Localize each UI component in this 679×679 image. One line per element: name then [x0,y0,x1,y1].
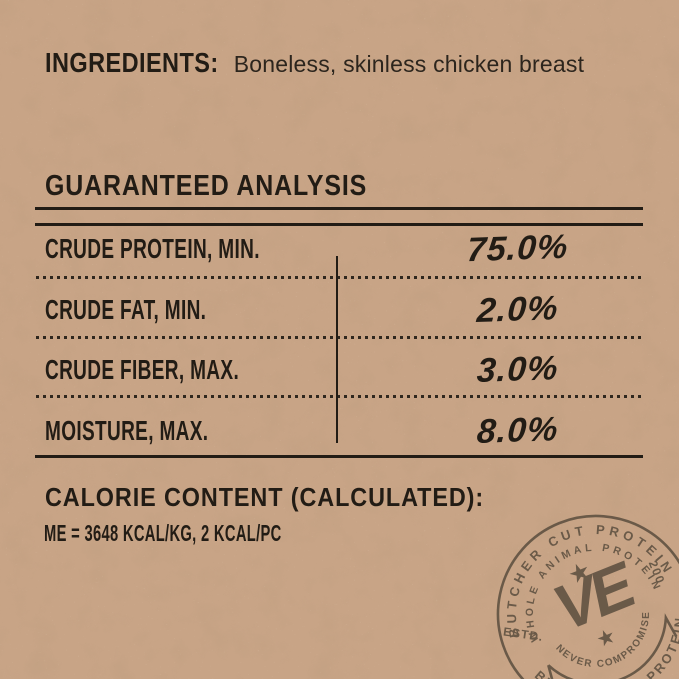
row-label: CRUDE FIBER, MAX. [45,354,240,385]
row-value-cell: 75.0% [337,227,643,270]
row-value-cell: 8.0% [337,410,643,451]
ingredients-heading: INGREDIENTS: [45,47,219,78]
row-value: 75.0% [466,227,571,270]
calorie-content-detail: ME = 3648 KCAL/KG, 2 KCAL/PC [44,520,282,546]
table-column-divider [336,256,338,443]
table-bottom-rule [35,455,643,458]
row-value: 3.0% [475,349,561,390]
row-separator-dotted [36,276,642,279]
row-label: MOISTURE, MAX. [45,415,209,446]
row-value: 8.0% [475,410,561,451]
row-separator-dotted [36,336,642,339]
table-top-rule [35,207,643,226]
ingredients-line: INGREDIENTS: Boneless, skinless chicken … [45,49,584,78]
row-separator-dotted [36,395,642,398]
calorie-content-title: CALORIE CONTENT (CALCULATED): [45,482,485,512]
ingredients-value: Boneless, skinless chicken breast [233,51,585,77]
row-value-cell: 3.0% [337,349,643,390]
row-label: CRUDE FAT, MIN. [45,294,207,325]
row-value-cell: 2.0% [337,289,643,330]
row-label: CRUDE PROTEIN, MIN. [45,233,260,264]
row-value: 2.0% [475,289,561,330]
guaranteed-analysis-title: GUARANTEED ANALYSIS [45,170,368,202]
